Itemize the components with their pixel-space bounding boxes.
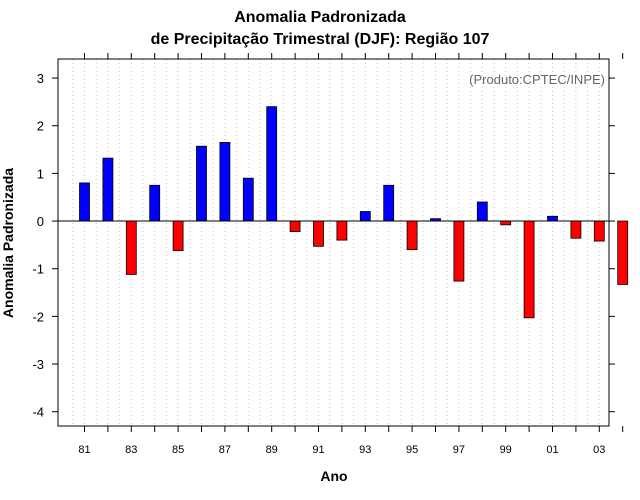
bar-84 xyxy=(149,184,161,222)
grid xyxy=(72,59,600,426)
bar-99 xyxy=(500,220,512,226)
bar-04 xyxy=(617,220,629,285)
y-tick-label: -2 xyxy=(32,309,44,324)
x-tick-label: 95 xyxy=(406,444,418,456)
chart-title-line1: Anomalia Padronizada xyxy=(234,9,406,26)
x-axis-title: Ano xyxy=(320,468,347,484)
x-tick-label: 89 xyxy=(266,444,278,456)
bar-89 xyxy=(266,106,278,222)
bar-03 xyxy=(593,220,605,242)
bar-86 xyxy=(196,145,207,222)
bar-94 xyxy=(383,184,395,222)
x-tick-label: 85 xyxy=(172,444,184,456)
plot-frame xyxy=(57,58,610,427)
bar-02 xyxy=(570,220,582,239)
x-tick-label: 93 xyxy=(359,444,371,456)
bar-91 xyxy=(313,220,324,247)
bar-83 xyxy=(125,220,137,275)
bar-87 xyxy=(219,142,231,222)
y-tick-label: 0 xyxy=(37,214,44,229)
x-tick-label: 87 xyxy=(219,444,231,456)
y-tick-label: -3 xyxy=(32,357,44,372)
bar-92 xyxy=(336,220,348,241)
bar-81 xyxy=(79,182,90,222)
y-tick-label: 3 xyxy=(37,71,44,86)
y-tick-label: -4 xyxy=(32,405,44,420)
x-tick-label: 03 xyxy=(593,444,605,456)
y-axis-title: Anomalia Padronizada xyxy=(0,168,16,318)
bar-85 xyxy=(172,220,184,252)
y-tick-label: 2 xyxy=(37,119,44,134)
bar-98 xyxy=(476,201,488,222)
x-tick-label: 81 xyxy=(78,444,90,456)
bar-93 xyxy=(359,211,371,222)
source-annotation: (Produto:CPTEC/INPE) xyxy=(469,72,605,87)
x-axis: 8183858789919395979901030507091113151719… xyxy=(78,53,640,456)
bar-01 xyxy=(547,215,558,222)
x-tick-label: 97 xyxy=(453,444,465,456)
x-tick-label: 01 xyxy=(546,444,558,456)
chart-title-line2: de Precipitação Trimestral (DJF): Região… xyxy=(150,31,490,48)
bar-90 xyxy=(289,220,301,232)
bar-00 xyxy=(523,220,535,319)
bar-95 xyxy=(406,220,418,251)
y-axis: -4 -3 -2 -1 0 1 2 3 xyxy=(32,71,615,420)
bar-82 xyxy=(102,157,114,222)
x-tick-label: 83 xyxy=(125,444,137,456)
y-tick-label: 1 xyxy=(37,166,44,181)
bar-97 xyxy=(453,220,465,282)
y-tick-label: -1 xyxy=(32,262,44,277)
x-tick-label: 99 xyxy=(500,444,512,456)
bars xyxy=(79,106,629,319)
x-tick-label: 91 xyxy=(312,444,324,456)
bar-88 xyxy=(242,177,254,222)
